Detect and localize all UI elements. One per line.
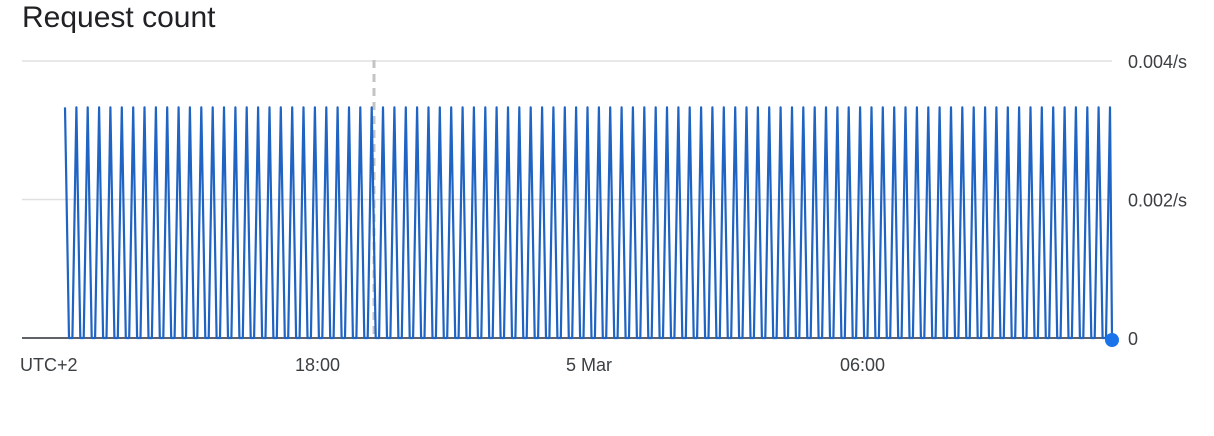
chart-title: Request count — [22, 1, 216, 34]
series-line — [63, 106, 1114, 340]
timezone-label: UTC+2 — [20, 355, 78, 375]
x-tick-label: 06:00 — [840, 355, 885, 375]
x-axis-ticks: UTC+2 18:00 5 Mar 06:00 — [20, 355, 885, 375]
y-axis-ticks: 0.004/s 0.002/s 0 — [1128, 52, 1187, 349]
series-group — [63, 106, 1114, 340]
y-tick-label: 0.004/s — [1128, 52, 1187, 72]
x-tick-label: 18:00 — [295, 355, 340, 375]
y-tick-label: 0.002/s — [1128, 191, 1187, 211]
x-tick-label: 5 Mar — [566, 355, 612, 375]
last-point-marker[interactable] — [1105, 333, 1119, 347]
y-tick-label: 0 — [1128, 329, 1138, 349]
